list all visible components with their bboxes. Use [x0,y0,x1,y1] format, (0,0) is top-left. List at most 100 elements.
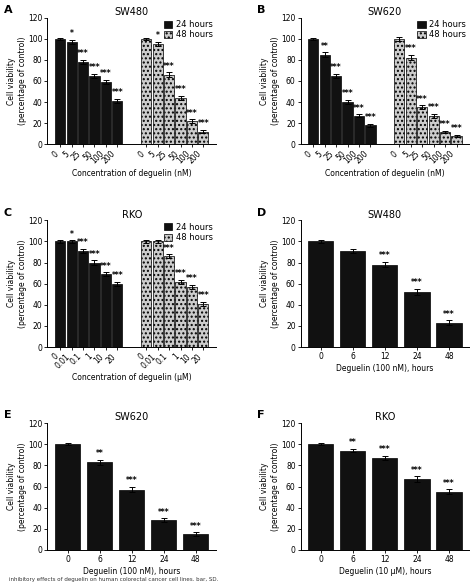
Text: ***: *** [158,508,170,517]
X-axis label: Concentration of deguelin (μM): Concentration of deguelin (μM) [72,373,191,382]
Text: ***: *** [353,104,365,112]
Text: ***: *** [111,271,123,280]
Text: *: * [70,230,73,239]
Title: SW620: SW620 [368,7,402,17]
Bar [417,107,427,144]
Text: ***: *** [77,49,89,58]
Bar [175,98,186,144]
Legend: 24 hours, 48 hours: 24 hours, 48 hours [417,19,467,40]
Bar [101,82,111,144]
Text: ***: *** [163,62,175,71]
Bar [331,75,341,144]
Bar [404,479,429,550]
Bar [404,292,429,347]
Bar [440,132,450,144]
Text: ***: *** [163,243,175,253]
Title: RKO: RKO [122,209,142,219]
Text: ***: *** [405,44,417,53]
Text: ***: *** [330,63,342,72]
Text: **: ** [321,42,328,51]
Text: ***: *** [365,113,376,122]
Bar [141,39,151,144]
Bar [372,264,398,347]
Bar [153,44,163,144]
Text: ***: *** [451,124,462,133]
Text: ***: *** [77,238,89,247]
Text: *: * [70,29,73,38]
Text: ***: *** [443,309,455,319]
Bar [90,263,100,347]
Bar [437,492,462,550]
Text: ***: *** [175,269,186,278]
Text: ***: *** [379,445,391,455]
Bar [406,58,416,144]
Text: ***: *** [89,250,100,259]
Bar [437,323,462,347]
Bar [164,75,174,144]
Bar [55,242,65,347]
Bar [308,444,333,550]
Title: SW480: SW480 [368,209,402,219]
Bar [343,102,353,144]
Bar [78,251,88,347]
Text: inhibitory effects of deguelin on human colorectal cancer cell lines. bar, SD.: inhibitory effects of deguelin on human … [9,577,219,582]
Text: ***: *** [100,69,112,78]
Text: ***: *** [428,103,439,112]
Bar [183,534,209,550]
Bar [90,75,100,144]
Legend: 24 hours, 48 hours: 24 hours, 48 hours [164,222,214,243]
Text: ***: *** [342,90,354,98]
Text: B: B [256,5,265,15]
Bar [151,520,176,550]
Bar [372,458,398,550]
Y-axis label: Cell viability
(percentage of control): Cell viability (percentage of control) [260,442,280,531]
Bar [119,490,145,550]
Bar [451,136,462,144]
Y-axis label: Cell viability
(percentage of control): Cell viability (percentage of control) [7,37,27,125]
Text: ***: *** [190,522,202,531]
Text: ***: *** [416,95,428,104]
Bar [198,132,209,144]
Text: ***: *** [126,476,137,486]
Bar [78,62,88,144]
Text: ***: *** [411,278,423,287]
Title: SW480: SW480 [115,7,149,17]
Bar [340,450,365,550]
Bar [164,256,174,347]
Text: F: F [256,411,264,421]
Text: ***: *** [198,291,209,300]
Bar [55,444,80,550]
Bar [308,39,319,144]
Bar [112,101,122,144]
Text: *: * [156,31,160,40]
Text: C: C [3,208,12,218]
Bar [112,284,122,347]
Text: ***: *** [186,274,198,283]
Text: ***: *** [100,261,112,270]
Bar [153,242,163,347]
Bar [354,116,364,144]
Text: ***: *** [411,466,423,475]
X-axis label: Deguelin (100 nM), hours: Deguelin (100 nM), hours [83,566,181,576]
Text: ***: *** [89,63,100,72]
Bar [340,251,365,347]
Text: ***: *** [439,120,451,129]
X-axis label: Concentration of deguelin (nM): Concentration of deguelin (nM) [325,168,445,178]
Text: ***: *** [379,252,391,260]
Y-axis label: Cell viability
(percentage of control): Cell viability (percentage of control) [7,239,27,328]
Bar [365,125,375,144]
Bar [187,121,197,144]
Text: E: E [3,411,11,421]
Text: ***: *** [198,119,209,129]
Text: ***: *** [186,109,198,118]
Y-axis label: Cell viability
(percentage of control): Cell viability (percentage of control) [7,442,27,531]
Bar [187,287,197,347]
Text: ***: *** [175,85,186,94]
Bar [141,242,151,347]
X-axis label: Deguelin (10 μM), hours: Deguelin (10 μM), hours [338,566,431,576]
Bar [87,462,112,550]
Text: ***: *** [111,88,123,97]
Text: D: D [256,208,266,218]
Title: RKO: RKO [375,412,395,422]
Legend: 24 hours, 48 hours: 24 hours, 48 hours [164,19,214,40]
